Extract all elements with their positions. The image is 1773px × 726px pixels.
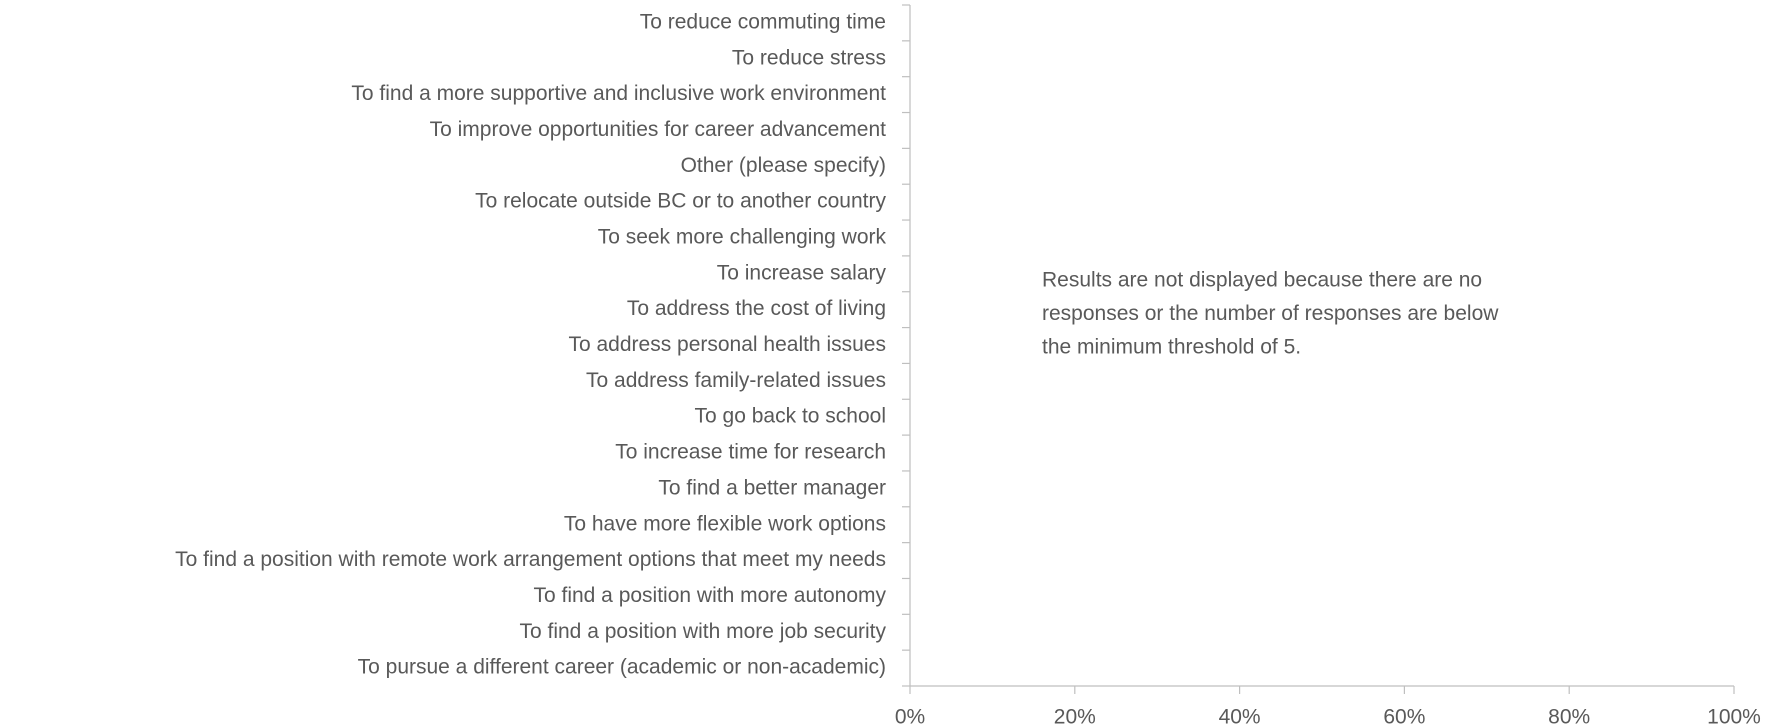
y-tick-label: To pursue a different career (academic o…	[358, 656, 886, 679]
y-tick-label: To find a more supportive and inclusive …	[351, 82, 886, 105]
y-tick-label: To address personal health issues	[568, 333, 886, 356]
y-tick-label: To find a position with more autonomy	[533, 584, 886, 607]
annotation: the minimum threshold of 5.	[1042, 336, 1301, 359]
x-tick-label: 60%	[1383, 706, 1425, 726]
y-tick-label: To relocate outside BC or to another cou…	[475, 190, 886, 213]
x-tick-label: 40%	[1219, 706, 1261, 726]
y-tick-label: To reduce stress	[732, 46, 886, 69]
y-tick-label: To improve opportunities for career adva…	[430, 118, 887, 141]
y-tick-label: To find a position with more job securit…	[519, 620, 886, 643]
x-tick-label: 100%	[1707, 706, 1761, 726]
annotation: Results are not displayed because there …	[1042, 269, 1482, 292]
y-tick-label: To increase salary	[717, 261, 887, 284]
y-tick-label: To seek more challenging work	[598, 226, 887, 249]
x-tick-label: 20%	[1054, 706, 1096, 726]
annotation: responses or the number of responses are…	[1042, 302, 1499, 325]
y-tick-label: To find a better manager	[658, 476, 886, 499]
y-tick-label: Other (please specify)	[681, 154, 886, 177]
x-tick-label: 80%	[1548, 706, 1590, 726]
y-tick-label: To address family-related issues	[586, 369, 886, 392]
y-tick-label: To reduce commuting time	[640, 10, 886, 33]
x-tick-label: 0%	[895, 706, 925, 726]
y-tick-label: To have more flexible work options	[564, 512, 886, 535]
y-tick-label: To find a position with remote work arra…	[175, 548, 886, 571]
y-tick-label: To address the cost of living	[627, 297, 886, 320]
y-tick-label: To go back to school	[695, 405, 886, 428]
y-tick-label: To increase time for research	[615, 441, 886, 464]
